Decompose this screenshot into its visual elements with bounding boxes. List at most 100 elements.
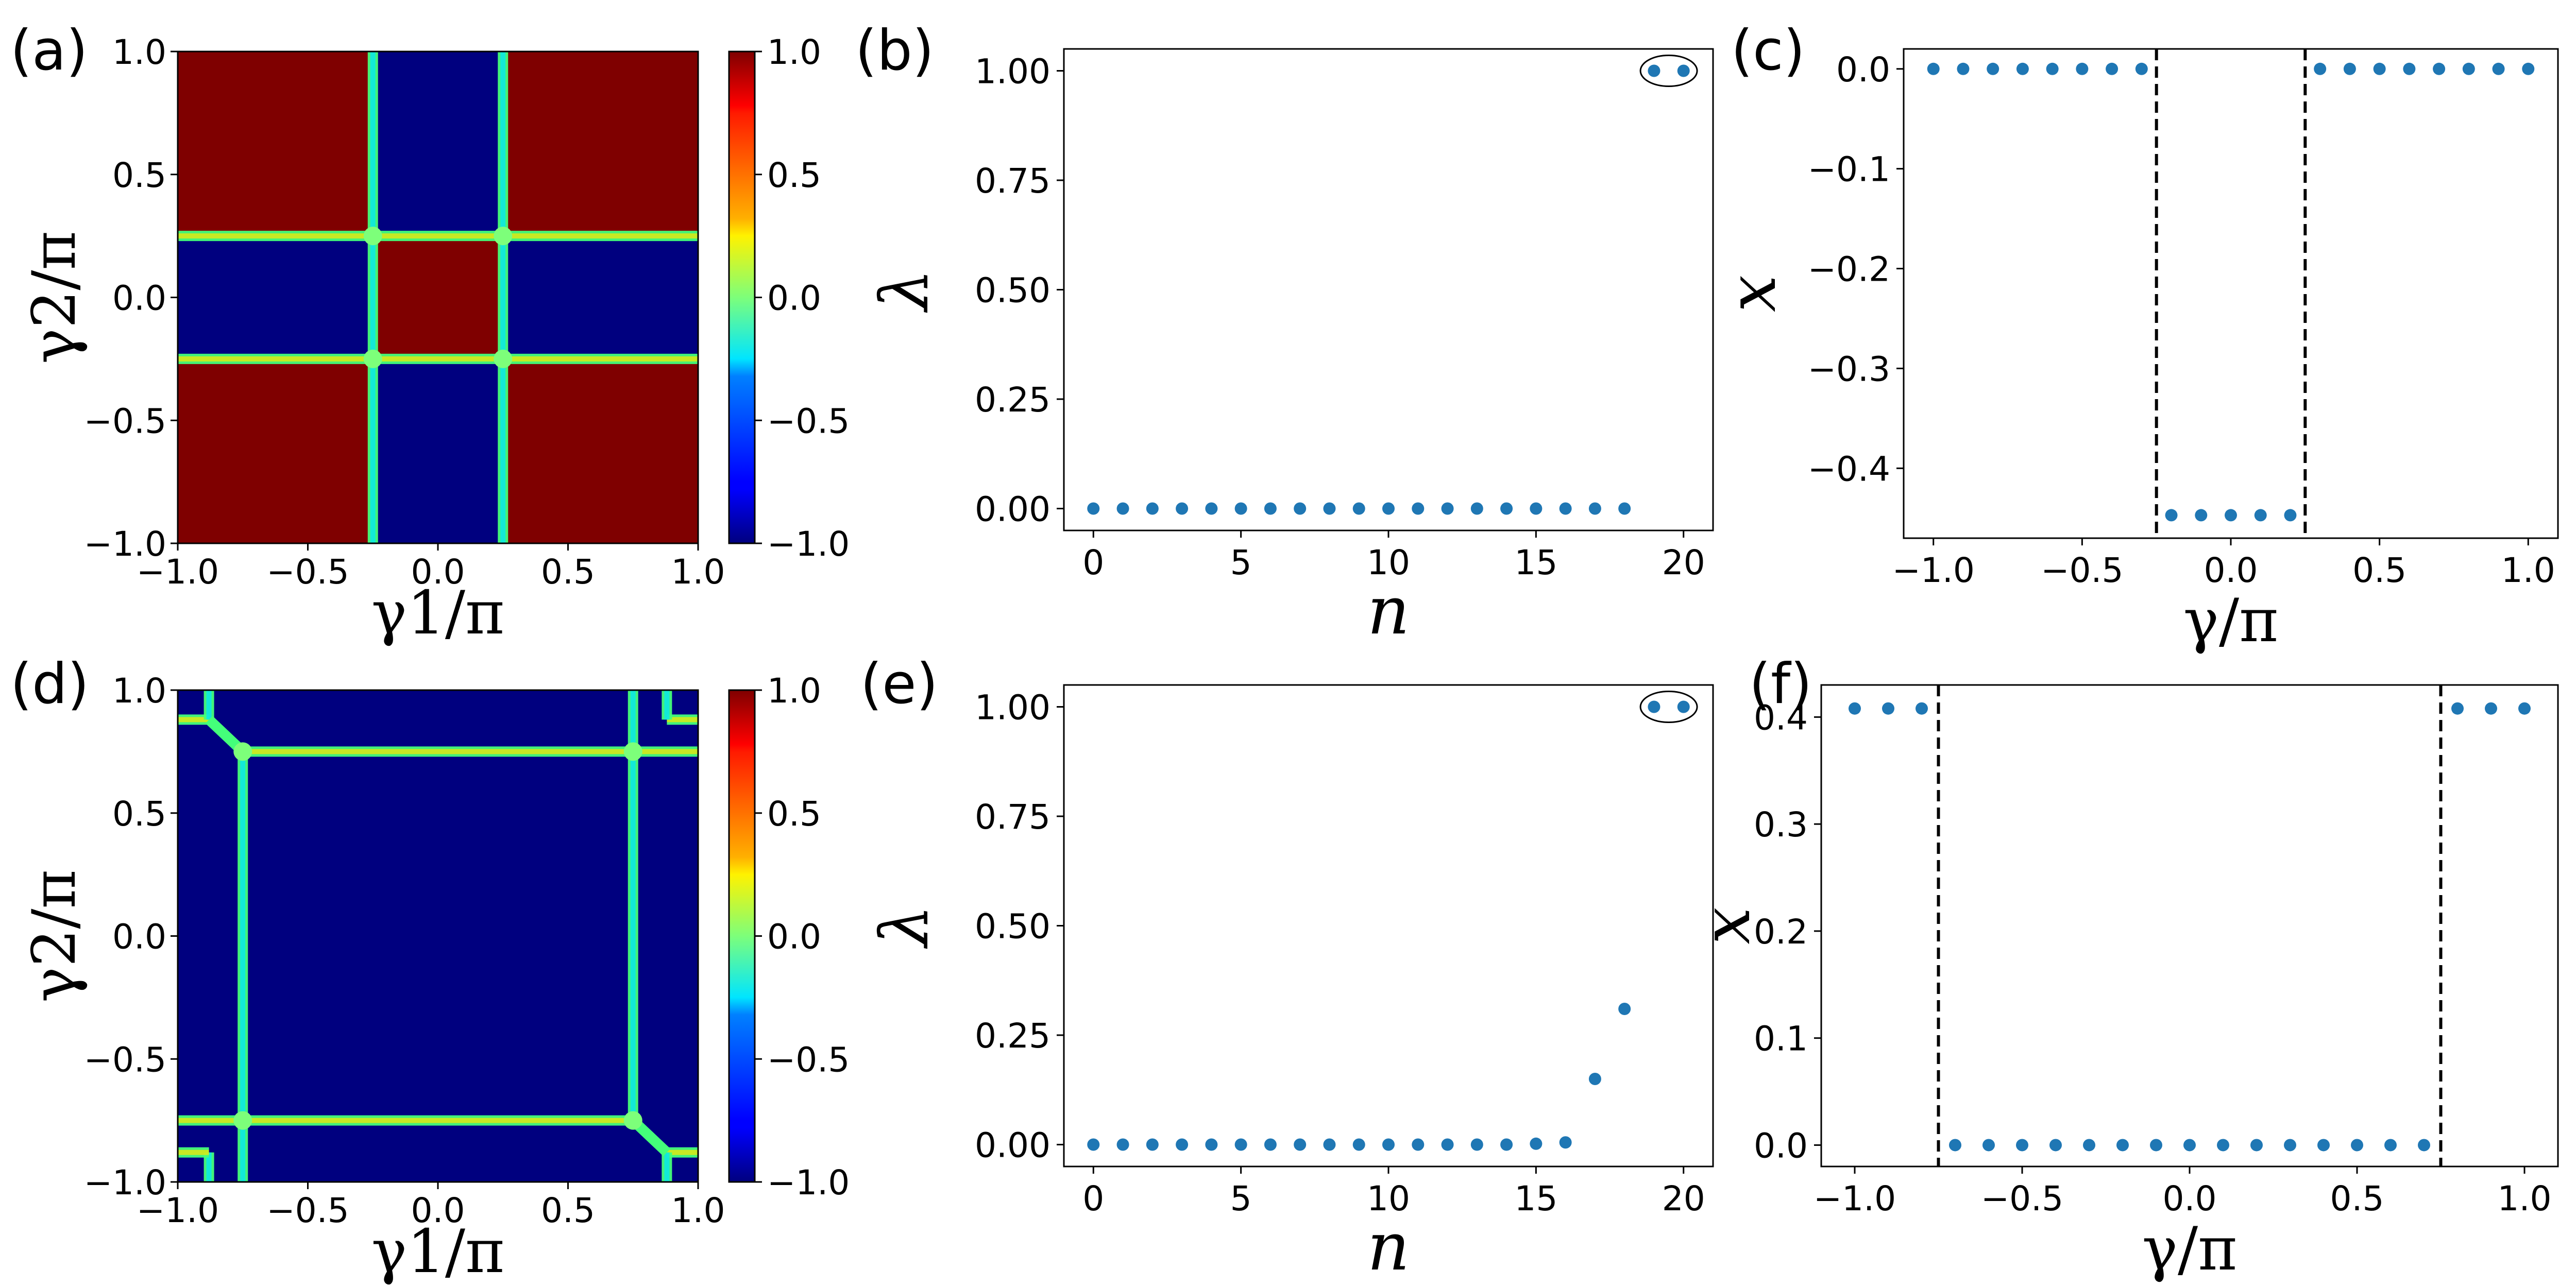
x-tick-label: −1.0 — [137, 1191, 219, 1230]
data-point — [1530, 502, 1543, 515]
x-tick-label: 10 — [1367, 543, 1410, 582]
data-point — [2225, 509, 2237, 522]
data-point — [2016, 62, 2029, 75]
x-tick-label: 0.5 — [2330, 1179, 2384, 1219]
heatmap-crossing — [494, 349, 513, 368]
data-point — [2183, 1139, 2196, 1152]
data-point — [1588, 1073, 1601, 1085]
plot-frame — [1063, 684, 1714, 1168]
data-point — [1677, 64, 1690, 77]
x-tick-label: 0 — [1082, 543, 1104, 582]
plot-frame — [1063, 48, 1714, 531]
colorbar — [728, 689, 756, 1183]
x-axis-label: γ1/π — [371, 578, 504, 648]
y-tick-label: 0.0 — [112, 279, 166, 318]
data-point — [1648, 64, 1660, 77]
heatmap-arm-right — [503, 236, 698, 359]
data-point — [1441, 502, 1454, 515]
heatmap-edge-tl-h-core — [178, 717, 209, 723]
data-point — [2254, 509, 2267, 522]
data-point — [2314, 62, 2327, 75]
x-tick-label: −1.0 — [1892, 551, 1975, 590]
colorbar-tick-label: 0.5 — [767, 794, 821, 834]
x-tick-label: 20 — [1662, 543, 1705, 582]
data-point — [2195, 509, 2208, 522]
x-tick-label: 5 — [1230, 543, 1252, 582]
heatmap-edge-top-core — [243, 749, 633, 754]
heatmap-crossing — [363, 349, 382, 368]
y-tick-label: −0.3 — [1808, 349, 1890, 389]
heatmap-arm-left — [178, 236, 373, 359]
data-point — [2083, 1139, 2095, 1152]
data-point — [2116, 1139, 2129, 1152]
y-tick-label: −1.0 — [84, 524, 166, 564]
y-tick-label: 0.00 — [975, 1126, 1050, 1165]
data-point — [1882, 702, 1894, 715]
colorbar-tick-label: −0.5 — [767, 401, 850, 441]
y-tick-label: −0.5 — [84, 401, 166, 441]
heatmap-boundary-v0-core — [370, 52, 376, 543]
y-tick-label: 0.0 — [1836, 50, 1890, 90]
data-point — [1588, 502, 1601, 515]
y-tick-label: 0.75 — [975, 797, 1050, 837]
x-tick-label: 20 — [1662, 1179, 1705, 1219]
heatmap-crossing — [494, 227, 513, 246]
y-tick-label: 0.25 — [975, 1016, 1050, 1056]
highlight-ellipse — [1639, 55, 1698, 87]
y-tick-label: 0.25 — [975, 380, 1050, 420]
data-point — [2343, 62, 2356, 75]
data-point — [1382, 1138, 1395, 1151]
panel-label: (d) — [10, 652, 89, 716]
data-point — [2351, 1139, 2363, 1152]
x-tick-label: 0.0 — [2204, 551, 2258, 590]
data-point — [2373, 62, 2386, 75]
data-point — [1146, 502, 1159, 515]
colorbar-tick-label: −1.0 — [767, 524, 850, 564]
y-tick-label: 0.5 — [112, 156, 166, 195]
data-point — [2418, 1139, 2430, 1152]
data-point — [1677, 700, 1690, 713]
colorbar-tick-label: 0.0 — [767, 917, 821, 957]
data-point — [2250, 1139, 2263, 1152]
y-tick-label: −0.5 — [84, 1040, 166, 1079]
heatmap-edge-right-core — [630, 751, 636, 1121]
plot-frame — [1903, 48, 2559, 539]
panel-a: −1.0 −0.5 0.0 0.5 1.0 −1.0 −0.5 0.0 0.5 1.0 γ1/π γ2… — [20, 32, 850, 648]
data-point — [1648, 700, 1660, 713]
y-tick-label: 0.3 — [1754, 805, 1808, 845]
x-tick-label: 15 — [1514, 1179, 1557, 1219]
heatmap-edge-tl-v-core — [206, 690, 212, 720]
x-tick-label: −0.5 — [266, 1191, 349, 1230]
x-axis-label: n — [1367, 1209, 1410, 1285]
data-point — [1949, 1139, 1961, 1152]
y-tick-label: 0.4 — [1754, 698, 1808, 737]
data-point — [2317, 1139, 2330, 1152]
data-point — [1530, 1137, 1543, 1150]
data-point — [1441, 1138, 1454, 1151]
x-axis-label: γ/π — [2183, 586, 2279, 656]
data-point — [2518, 702, 2531, 715]
x-tick-label: 0.0 — [2163, 1179, 2217, 1219]
data-point — [1294, 502, 1307, 515]
data-point — [1087, 1138, 1100, 1151]
data-point — [1264, 1138, 1277, 1151]
heatmap-edge-br-h-core — [667, 1149, 698, 1155]
y-tick-label: 0.2 — [1754, 912, 1808, 952]
y-tick-label: −1.0 — [84, 1163, 166, 1203]
x-tick-label: 0.0 — [411, 1191, 465, 1230]
heatmap-boundary-v1-core — [500, 52, 506, 543]
x-tick-label: 10 — [1367, 1179, 1410, 1219]
data-point — [1323, 502, 1336, 515]
x-axis-label: n — [1367, 573, 1410, 649]
y-tick-label: −0.4 — [1808, 449, 1890, 489]
panel-d: −1.0 −0.5 0.0 0.5 1.0 −1.0 −0.5 0.0 0.5 1.0 γ1/π γ2… — [20, 671, 850, 1286]
data-point — [2135, 62, 2148, 75]
heatmap-edge-bl-v-core — [240, 1120, 246, 1182]
data-point — [1987, 62, 1999, 75]
data-point — [1470, 1138, 1483, 1151]
data-point — [1500, 1138, 1513, 1151]
x-tick-label: 1.0 — [2498, 1179, 2552, 1219]
y-tick-label: 0.0 — [112, 917, 166, 957]
x-tick-label: −1.0 — [1814, 1179, 1896, 1219]
data-point — [1146, 1138, 1159, 1151]
